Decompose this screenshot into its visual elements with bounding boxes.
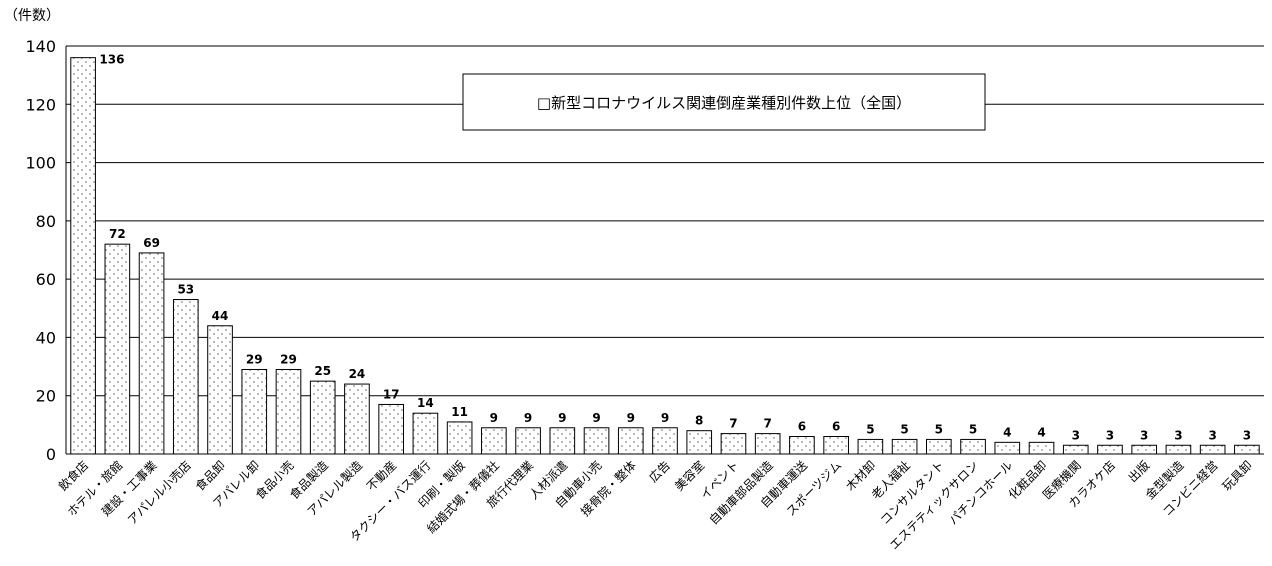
y-tick-label: 40 bbox=[36, 328, 56, 347]
data-label-29: 4 bbox=[1037, 425, 1045, 439]
bar-26 bbox=[926, 438, 952, 455]
bar-4 bbox=[172, 299, 199, 455]
bar-12 bbox=[446, 421, 473, 455]
y-tick-label: 60 bbox=[36, 270, 56, 289]
bar-30 bbox=[1062, 444, 1089, 455]
y-tick-label: 140 bbox=[25, 37, 56, 56]
bar-2 bbox=[104, 243, 131, 455]
bar-24 bbox=[857, 438, 884, 455]
bar-18 bbox=[652, 427, 678, 455]
data-label-5: 44 bbox=[212, 309, 229, 323]
y-tick-label: 100 bbox=[25, 154, 56, 173]
data-label-6: 29 bbox=[246, 352, 263, 366]
data-label-12: 11 bbox=[451, 405, 468, 419]
data-label-35: 3 bbox=[1243, 428, 1251, 442]
bar-27 bbox=[960, 438, 986, 455]
bar-5 bbox=[207, 325, 233, 455]
data-label-26: 5 bbox=[935, 422, 943, 436]
bar-9 bbox=[344, 383, 370, 455]
bar-29 bbox=[1028, 441, 1055, 455]
data-label-16: 9 bbox=[592, 411, 600, 425]
data-label-34: 3 bbox=[1208, 428, 1216, 442]
bar-34 bbox=[1199, 444, 1226, 455]
data-label-21: 7 bbox=[764, 417, 772, 431]
data-label-33: 3 bbox=[1174, 428, 1182, 442]
bar-31 bbox=[1097, 444, 1123, 455]
data-label-2: 72 bbox=[109, 227, 126, 241]
data-label-10: 17 bbox=[383, 387, 400, 401]
data-label-4: 53 bbox=[177, 283, 194, 297]
data-label-30: 3 bbox=[1072, 428, 1080, 442]
x-tick-label-28: パチンコホール bbox=[946, 458, 1015, 527]
bar-16 bbox=[583, 427, 610, 455]
data-label-11: 14 bbox=[417, 396, 434, 410]
title-box bbox=[462, 73, 986, 131]
bar-32 bbox=[1131, 444, 1158, 455]
bar-13 bbox=[481, 427, 507, 455]
data-label-20: 7 bbox=[729, 417, 737, 431]
y-tick-label: 0 bbox=[46, 445, 56, 464]
bar-7 bbox=[275, 368, 302, 455]
data-label-8: 25 bbox=[314, 364, 331, 378]
bar-8 bbox=[309, 380, 336, 455]
bar-22 bbox=[789, 436, 815, 455]
data-label-28: 4 bbox=[1003, 425, 1011, 439]
bar-17 bbox=[617, 427, 644, 455]
bar-25 bbox=[891, 438, 918, 455]
chart-title: □新型コロナウイルス関連倒産業種別件数上位（全国） bbox=[537, 94, 911, 112]
data-label-13: 9 bbox=[490, 411, 498, 425]
bar-23 bbox=[823, 436, 849, 455]
bar-3 bbox=[138, 252, 165, 455]
data-label-25: 5 bbox=[900, 422, 908, 436]
title-box-group: □新型コロナウイルス関連倒産業種別件数上位（全国） bbox=[462, 73, 986, 131]
data-label-18: 9 bbox=[661, 411, 669, 425]
data-label-9: 24 bbox=[349, 367, 366, 381]
data-label-24: 5 bbox=[866, 422, 874, 436]
data-label-22: 6 bbox=[798, 420, 806, 434]
bar-10 bbox=[378, 403, 404, 455]
data-label-17: 9 bbox=[627, 411, 635, 425]
y-tick-label: 80 bbox=[36, 212, 56, 231]
x-tick-label-32: 出版 bbox=[1125, 458, 1152, 485]
data-label-15: 9 bbox=[558, 411, 566, 425]
data-label-32: 3 bbox=[1140, 428, 1148, 442]
bar-15 bbox=[549, 427, 576, 455]
bar-6 bbox=[241, 368, 268, 455]
data-label-7: 29 bbox=[280, 352, 297, 366]
data-label-31: 3 bbox=[1106, 428, 1114, 442]
bars bbox=[70, 57, 1260, 455]
data-label-1: 136 bbox=[99, 53, 124, 67]
x-tick-label-18: 広告 bbox=[646, 458, 673, 485]
data-label-3: 69 bbox=[143, 236, 160, 250]
bar-35 bbox=[1234, 444, 1260, 455]
data-label-19: 8 bbox=[695, 414, 703, 428]
bar-21 bbox=[754, 433, 781, 455]
bar-19 bbox=[686, 430, 713, 455]
data-label-14: 9 bbox=[524, 411, 532, 425]
bar-1 bbox=[70, 57, 96, 455]
x-tick-label-35: 玩具卸 bbox=[1219, 458, 1255, 494]
bar-33 bbox=[1165, 444, 1192, 455]
y-tick-label: 120 bbox=[25, 95, 56, 114]
data-label-27: 5 bbox=[969, 422, 977, 436]
bar-28 bbox=[994, 441, 1021, 455]
bar-11 bbox=[412, 412, 439, 455]
bar-14 bbox=[515, 427, 541, 455]
data-label-23: 6 bbox=[832, 420, 840, 434]
y-axis-unit-label: （件数） bbox=[4, 8, 60, 24]
bar-20 bbox=[720, 433, 747, 455]
y-tick-label: 20 bbox=[36, 387, 56, 406]
